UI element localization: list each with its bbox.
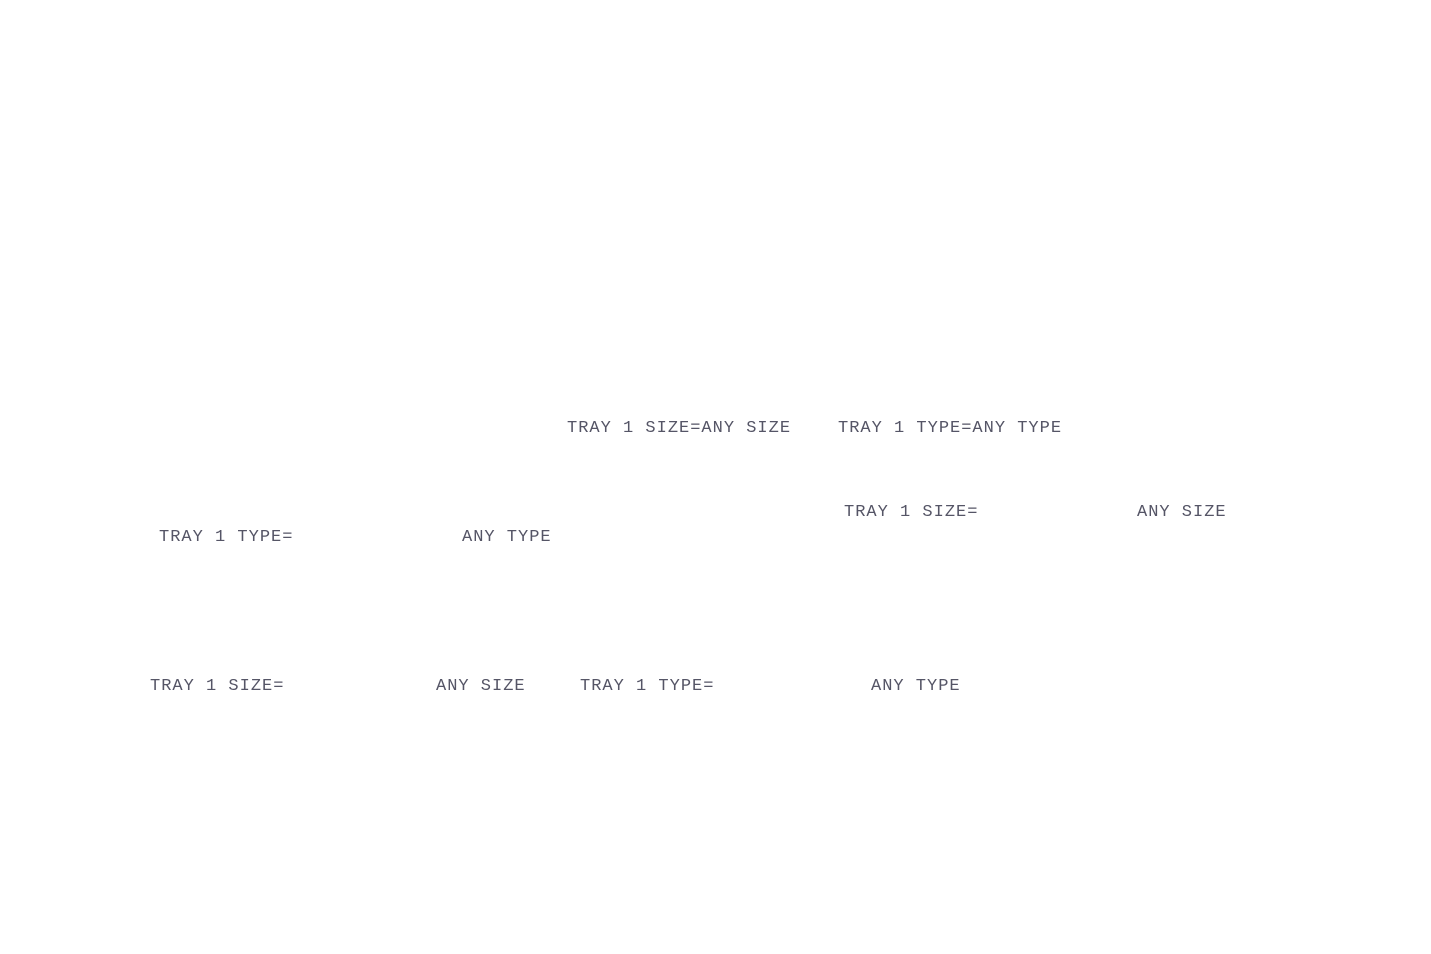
tray1-size-value-r2: ANY SIZE <box>1137 503 1227 522</box>
tray1-size-value-r3: ANY SIZE <box>436 677 526 696</box>
tray1-size-compact: TRAY 1 SIZE=ANY SIZE <box>567 419 791 438</box>
tray1-type-label-r2: TRAY 1 TYPE= <box>159 528 293 547</box>
tray1-type-value-r3: ANY TYPE <box>871 677 961 696</box>
tray1-type-value-r2: ANY TYPE <box>462 528 552 547</box>
tray1-size-label-r3: TRAY 1 SIZE= <box>150 677 284 696</box>
tray1-type-label-r3: TRAY 1 TYPE= <box>580 677 714 696</box>
tray1-size-label-r2: TRAY 1 SIZE= <box>844 503 978 522</box>
tray1-type-compact: TRAY 1 TYPE=ANY TYPE <box>838 419 1062 438</box>
